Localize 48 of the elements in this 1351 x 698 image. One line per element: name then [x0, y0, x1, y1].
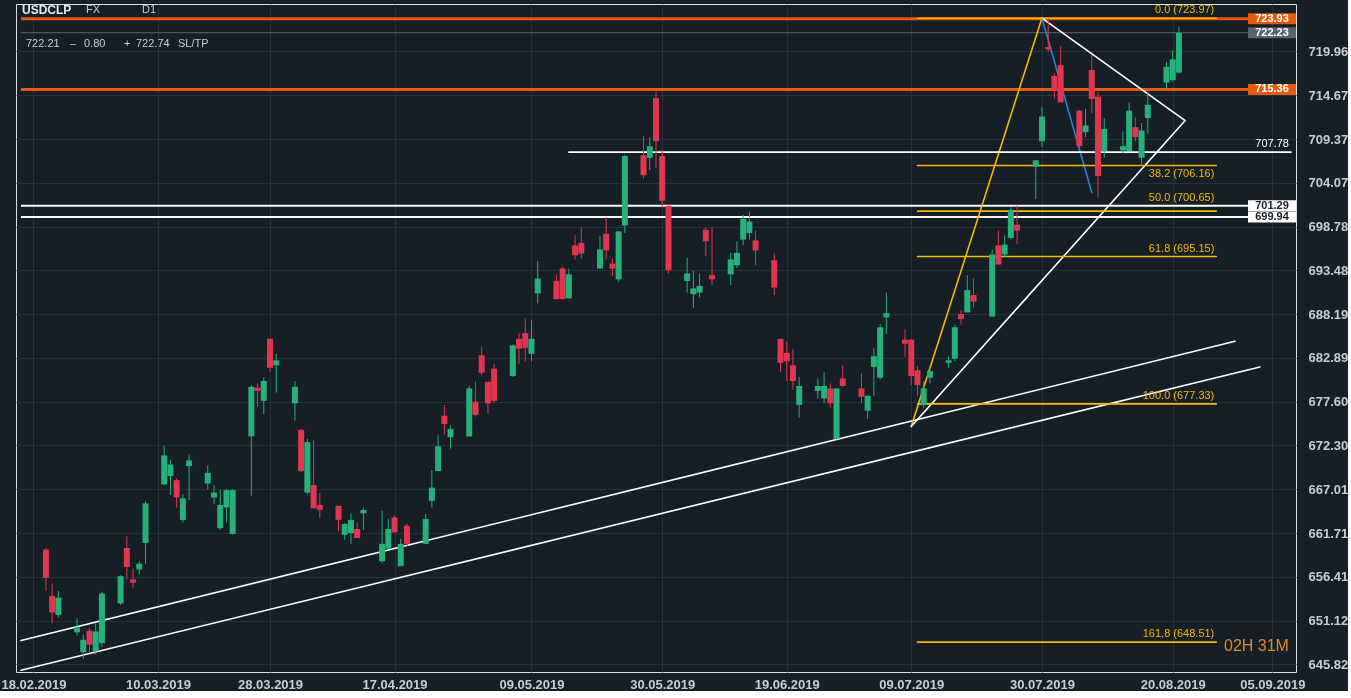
- annotation: SL/TP: [178, 37, 209, 49]
- x-tick-label: 19.06.2019: [754, 676, 820, 692]
- y-tick-label: 645.82: [1308, 656, 1349, 672]
- annotation: 722.21: [26, 37, 60, 49]
- x-tick-label: 20.08.2019: [1140, 676, 1206, 692]
- y-tick-label: 672.30: [1308, 437, 1349, 453]
- y-tick-label: 661.71: [1308, 525, 1349, 541]
- y-tick-label: 677.60: [1308, 394, 1349, 410]
- series-label: 61.8 (695.15): [1148, 241, 1215, 254]
- ref-line-label: 701.29: [1255, 198, 1289, 211]
- y-tick-label: 651.12: [1308, 613, 1349, 629]
- y-tick-label: 719.96: [1308, 43, 1349, 59]
- ref-line-label: 699.94: [1255, 209, 1290, 222]
- y-tick-label: 704.07: [1308, 175, 1349, 191]
- series-label: 0.0 (723.97): [1154, 3, 1215, 16]
- annotation: 722.74: [136, 37, 170, 49]
- ref-line-label: 723.93: [1255, 11, 1289, 24]
- x-tick-label: 28.03.2019: [237, 676, 304, 692]
- y-tick-label: 656.41: [1308, 569, 1349, 585]
- x-tick-label: 09.05.2019: [499, 676, 565, 692]
- x-tick-label: 18.02.2019: [1, 676, 67, 692]
- annotation: +: [124, 37, 131, 49]
- y-tick-label: 714.67: [1308, 87, 1349, 103]
- y-tick-label: 709.37: [1308, 131, 1349, 147]
- chart-title: USDCLP: [22, 3, 72, 17]
- series-label: 100.0 (677.33): [1142, 388, 1215, 401]
- annotation: 0.80: [84, 37, 106, 49]
- ref-line-label: 715.36: [1255, 82, 1289, 95]
- series-label: 161.8 (648.51): [1142, 627, 1215, 640]
- y-tick-label: 693.48: [1308, 262, 1349, 278]
- series-label: 50.0 (700.65): [1148, 191, 1215, 204]
- series-label: 707.78: [1255, 137, 1289, 150]
- x-tick-label: 10.03.2019: [125, 676, 191, 692]
- annotation: FX: [86, 3, 101, 15]
- annotation: 02H 31M: [1224, 637, 1289, 654]
- x-tick-label: 09.07.2019: [879, 676, 945, 692]
- y-tick-label: 667.01: [1308, 481, 1349, 497]
- series-label: 38.2 (706.16): [1148, 166, 1215, 179]
- x-tick-label: 30.05.2019: [630, 676, 696, 692]
- x-tick-label: 17.04.2019: [362, 676, 428, 692]
- x-tick-label: 05.09.2019: [1240, 676, 1306, 692]
- annotation: –: [70, 37, 77, 49]
- y-tick-label: 688.19: [1308, 306, 1349, 322]
- x-tick-label: 30.07.2019: [1009, 676, 1076, 692]
- y-tick-label: 682.89: [1308, 350, 1349, 366]
- annotation: D1: [142, 3, 157, 15]
- y-tick-label: 698.78: [1308, 219, 1349, 235]
- ref-line-label: 722.23: [1255, 25, 1289, 38]
